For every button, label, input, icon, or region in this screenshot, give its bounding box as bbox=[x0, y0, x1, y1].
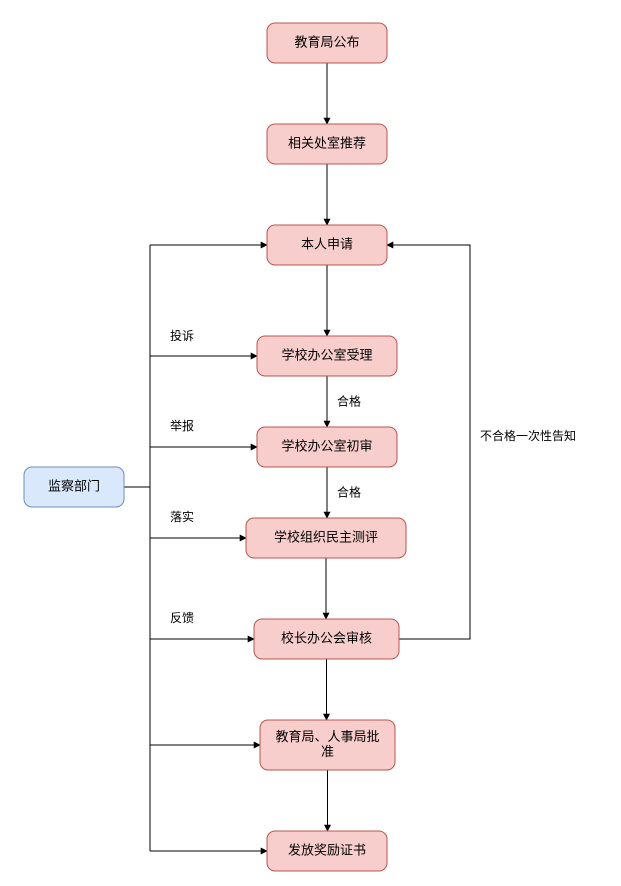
node-label: 本人申请 bbox=[301, 236, 353, 251]
node-label: 学校组织民主测评 bbox=[274, 529, 378, 544]
node-label: 发放奖励证书 bbox=[288, 842, 366, 857]
node-n4: 学校办公室受理 bbox=[257, 336, 397, 376]
node-label: 监察部门 bbox=[48, 478, 100, 493]
node-n8: 教育局、人事局批准 bbox=[260, 720, 395, 770]
node-n6: 学校组织民主测评 bbox=[246, 518, 406, 558]
node-label: 相关处室推荐 bbox=[288, 135, 366, 150]
svg-text:准: 准 bbox=[321, 744, 334, 759]
node-label: 学校办公室初审 bbox=[281, 438, 372, 453]
svg-text:合格: 合格 bbox=[337, 394, 361, 409]
node-n5: 学校办公室初审 bbox=[257, 427, 397, 467]
svg-text:投诉: 投诉 bbox=[170, 328, 194, 343]
svg-text:举报: 举报 bbox=[170, 418, 194, 433]
node-n1: 教育局公布 bbox=[267, 23, 387, 63]
node-n10: 监察部门 bbox=[24, 467, 124, 507]
node-n2: 相关处室推荐 bbox=[267, 124, 387, 164]
svg-text:落实: 落实 bbox=[170, 509, 194, 524]
svg-text:教育局、人事局批: 教育局、人事局批 bbox=[275, 729, 379, 744]
node-label: 校长办公会审核 bbox=[281, 630, 372, 645]
svg-text:合格: 合格 bbox=[337, 485, 361, 500]
svg-text:不合格一次性告知: 不合格一次性告知 bbox=[480, 428, 576, 443]
svg-text:反馈: 反馈 bbox=[170, 611, 194, 625]
flowchart: 合格合格不合格一次性告知投诉举报落实反馈教育局公布相关处室推荐本人申请学校办公室… bbox=[0, 0, 621, 886]
node-n7: 校长办公会审核 bbox=[254, 619, 399, 659]
node-n9: 发放奖励证书 bbox=[267, 831, 387, 871]
node-label: 学校办公室受理 bbox=[281, 347, 372, 362]
node-label: 教育局公布 bbox=[294, 34, 359, 49]
node-n3: 本人申请 bbox=[267, 225, 387, 265]
